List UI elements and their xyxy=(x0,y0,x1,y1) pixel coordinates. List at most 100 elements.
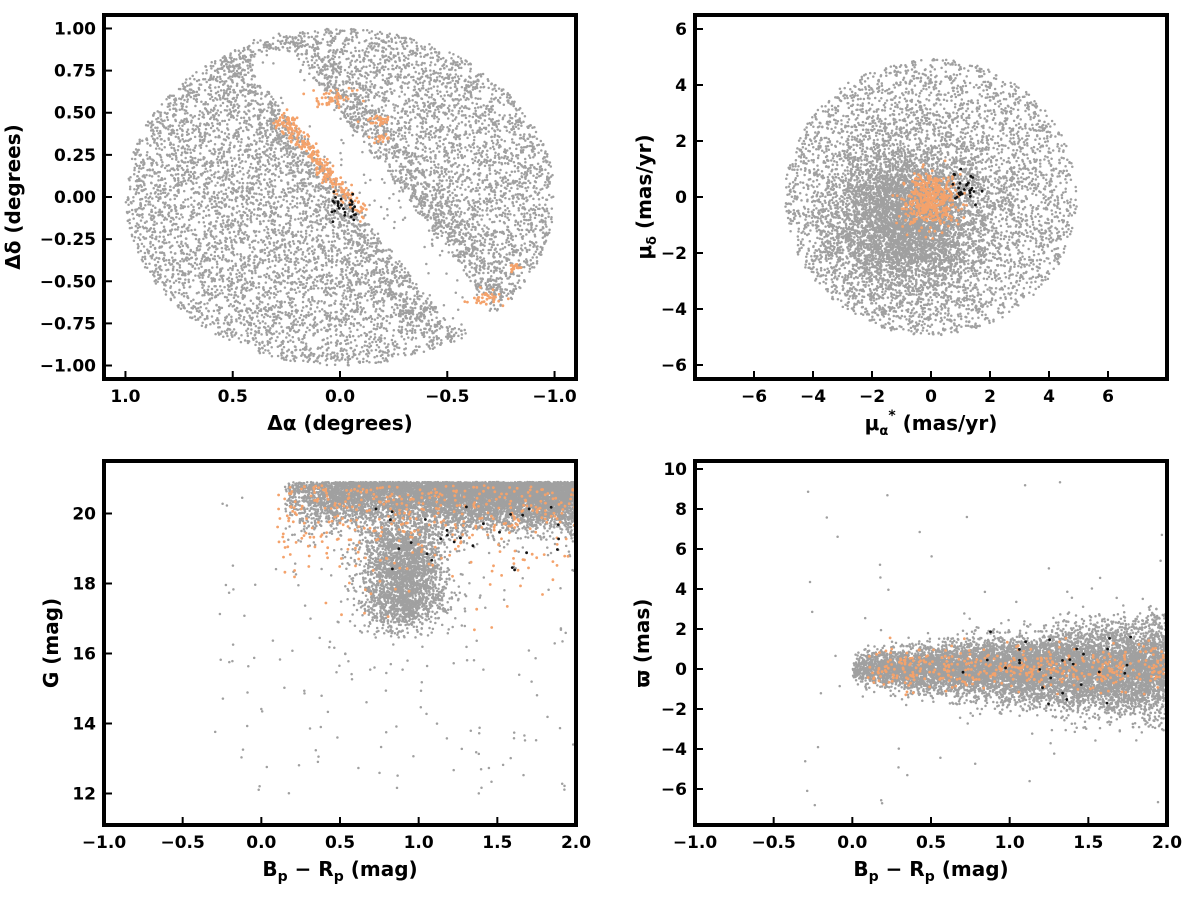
sky-point xyxy=(494,247,497,250)
sky-point xyxy=(274,254,277,257)
sky-point xyxy=(525,196,528,199)
sky-point xyxy=(290,322,293,325)
sky-point xyxy=(323,326,326,329)
sky-point xyxy=(406,169,409,172)
sky-point xyxy=(474,107,477,110)
sky-point xyxy=(225,241,228,244)
sky-point xyxy=(150,129,153,132)
sky-point xyxy=(172,266,175,269)
sky-point xyxy=(294,205,297,208)
sky-point xyxy=(507,162,510,165)
sky-point xyxy=(394,175,397,178)
sky-point xyxy=(404,132,407,135)
sky-point xyxy=(172,143,175,146)
sky-point xyxy=(376,317,379,320)
sky-point xyxy=(141,243,144,246)
sky-point xyxy=(151,175,154,178)
sky-point xyxy=(406,333,409,336)
sky-point xyxy=(390,173,393,176)
sky-point xyxy=(380,151,383,154)
sky-point xyxy=(480,218,483,221)
sky-point xyxy=(288,312,291,315)
sky-point xyxy=(276,336,279,339)
sky-point xyxy=(163,218,166,221)
sky-point xyxy=(232,110,235,113)
sky-point xyxy=(173,147,176,150)
sky-point xyxy=(500,139,503,142)
sky-point xyxy=(275,234,278,237)
sky-point xyxy=(149,246,152,249)
sky-point xyxy=(132,196,135,199)
sky-point xyxy=(219,285,222,288)
sky-point xyxy=(479,98,482,101)
sky-point xyxy=(184,230,187,233)
sky-point xyxy=(471,266,474,269)
sky-point xyxy=(433,85,436,88)
sky-point xyxy=(304,182,307,185)
sky-point xyxy=(437,163,440,166)
sky-point xyxy=(272,229,275,232)
sky-point xyxy=(384,66,387,69)
sky-point xyxy=(322,352,325,355)
sky-point xyxy=(146,158,149,161)
sky-point xyxy=(176,129,179,132)
sky-point xyxy=(173,296,176,299)
sky-point xyxy=(283,154,286,157)
sky-point xyxy=(443,100,446,103)
sky-point xyxy=(390,47,393,50)
sky-point xyxy=(329,44,332,47)
sky-point xyxy=(364,75,367,78)
sky-point xyxy=(361,273,364,276)
sky-point xyxy=(424,147,427,150)
sky-point xyxy=(342,142,345,145)
sky-point xyxy=(250,103,253,106)
sky-point xyxy=(212,148,215,151)
sky-point xyxy=(266,110,269,113)
sky-point xyxy=(177,181,180,184)
sky-point xyxy=(448,51,451,54)
sky-point xyxy=(369,128,372,131)
sky-point xyxy=(253,107,256,110)
sky-point xyxy=(400,335,403,338)
sky-point xyxy=(429,69,432,72)
sky-point xyxy=(222,336,225,339)
sky-point xyxy=(339,350,342,353)
sky-point xyxy=(335,106,338,109)
sky-point xyxy=(492,146,495,149)
sky-point xyxy=(269,153,272,156)
sky-point xyxy=(415,133,418,136)
sky-point xyxy=(347,229,350,232)
sky-point xyxy=(305,285,308,288)
sky-point xyxy=(299,188,302,191)
sky-point xyxy=(330,83,333,86)
sky-point xyxy=(310,168,313,171)
sky-point xyxy=(343,230,346,233)
sky-point xyxy=(165,242,168,245)
sky-point xyxy=(379,62,382,65)
sky-point xyxy=(313,248,316,251)
sky-point xyxy=(447,196,450,199)
sky-point xyxy=(172,218,175,221)
sky-point xyxy=(180,252,183,255)
sky-point xyxy=(502,116,505,119)
sky-point xyxy=(136,188,139,191)
sky-point xyxy=(289,339,292,342)
sky-point xyxy=(405,99,408,102)
sky-point xyxy=(399,149,402,152)
sky-point xyxy=(514,165,517,168)
sky-point xyxy=(418,324,421,327)
sky-point xyxy=(505,171,508,174)
sky-point xyxy=(222,102,225,105)
sky-point xyxy=(334,287,337,290)
sky-point xyxy=(199,132,202,135)
sky-point xyxy=(491,140,494,143)
sky-point xyxy=(186,144,189,147)
sky-point xyxy=(245,126,248,129)
sky-point xyxy=(521,176,524,179)
sky-point xyxy=(267,325,270,328)
sky-point xyxy=(258,286,261,289)
sky-point xyxy=(292,179,295,182)
sky-point xyxy=(362,281,365,284)
sky-point xyxy=(271,333,274,336)
sky-point xyxy=(311,64,314,67)
